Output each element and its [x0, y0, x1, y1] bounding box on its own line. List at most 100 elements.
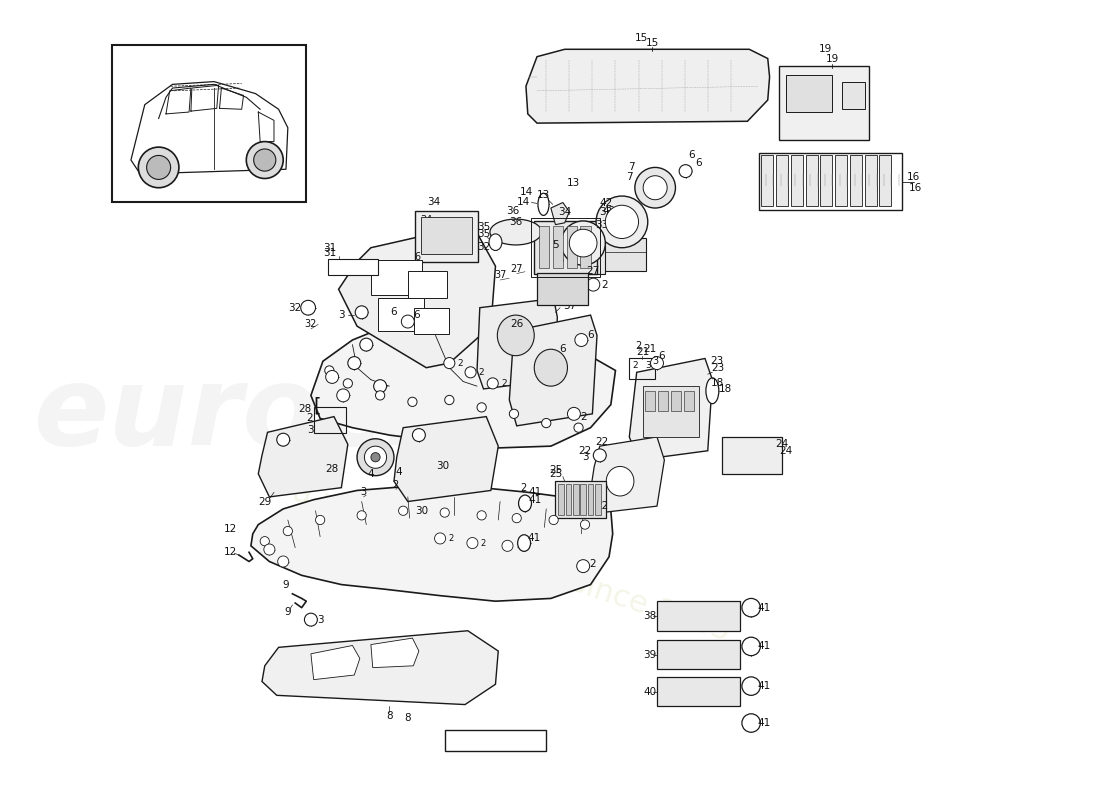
Bar	[561, 230, 605, 274]
Bar	[645, 390, 656, 411]
Ellipse shape	[440, 508, 449, 518]
Text: 41: 41	[528, 487, 542, 498]
Text: 10  32: 10 32	[330, 262, 359, 271]
Bar	[552, 226, 563, 268]
Ellipse shape	[574, 423, 583, 432]
Ellipse shape	[300, 300, 316, 315]
Ellipse shape	[477, 402, 486, 412]
Text: 12: 12	[224, 547, 238, 558]
Ellipse shape	[497, 315, 535, 356]
Text: 2: 2	[636, 342, 641, 351]
Text: 6: 6	[390, 307, 397, 318]
Text: 34: 34	[427, 198, 440, 207]
Text: 2: 2	[307, 414, 314, 423]
Ellipse shape	[374, 380, 386, 393]
Bar	[371, 260, 421, 294]
Text: 2: 2	[500, 379, 507, 388]
Ellipse shape	[316, 515, 324, 525]
Text: 21: 21	[637, 347, 650, 357]
Bar	[415, 211, 478, 262]
Ellipse shape	[706, 378, 718, 404]
Text: 4: 4	[367, 469, 374, 479]
Text: 2 - 21: 2 - 21	[480, 735, 512, 746]
Polygon shape	[394, 417, 498, 502]
Polygon shape	[591, 437, 664, 513]
Ellipse shape	[741, 714, 760, 732]
Ellipse shape	[264, 544, 275, 555]
Bar	[658, 390, 668, 411]
Ellipse shape	[146, 155, 170, 179]
Ellipse shape	[518, 534, 530, 551]
Text: 2: 2	[449, 534, 454, 543]
Text: 2: 2	[632, 362, 638, 370]
Bar	[537, 273, 587, 305]
Ellipse shape	[358, 438, 394, 476]
Ellipse shape	[538, 194, 549, 215]
Text: 40: 40	[644, 686, 657, 697]
Text: 30: 30	[437, 462, 450, 471]
Bar	[565, 484, 571, 515]
Text: 2: 2	[590, 559, 596, 570]
Text: 29: 29	[258, 497, 272, 506]
Text: 23: 23	[711, 356, 724, 366]
Bar	[761, 155, 773, 206]
Text: 3: 3	[317, 614, 323, 625]
Text: 27: 27	[586, 266, 600, 276]
Ellipse shape	[635, 167, 675, 208]
Ellipse shape	[593, 449, 606, 462]
Bar	[879, 155, 891, 206]
Polygon shape	[262, 630, 498, 705]
Text: 13: 13	[568, 178, 581, 188]
Text: 24: 24	[780, 446, 793, 456]
Bar	[657, 601, 740, 630]
Bar	[444, 730, 547, 750]
Bar	[722, 437, 782, 474]
Text: 25: 25	[549, 469, 562, 479]
Text: 30: 30	[415, 506, 428, 516]
Text: [: [	[314, 396, 321, 415]
Ellipse shape	[355, 306, 368, 318]
Ellipse shape	[343, 378, 352, 388]
Ellipse shape	[487, 378, 498, 389]
Text: 41: 41	[758, 718, 771, 728]
Text: 9: 9	[283, 579, 289, 590]
Text: 2: 2	[478, 368, 484, 377]
Text: 14: 14	[517, 197, 530, 206]
Polygon shape	[339, 225, 495, 368]
Text: 7: 7	[628, 162, 635, 173]
Ellipse shape	[587, 278, 600, 291]
Ellipse shape	[535, 350, 568, 386]
Text: 24: 24	[776, 439, 789, 450]
Text: 12: 12	[224, 524, 238, 534]
Text: 39: 39	[644, 650, 657, 660]
Text: 10: 10	[448, 234, 461, 243]
Ellipse shape	[246, 142, 283, 178]
Bar	[535, 221, 597, 274]
Text: 32: 32	[288, 302, 301, 313]
Text: 19: 19	[826, 54, 839, 65]
Text: 22: 22	[595, 501, 608, 511]
Polygon shape	[251, 485, 613, 601]
Text: 3: 3	[582, 452, 588, 462]
Text: 28: 28	[298, 404, 311, 414]
Bar	[629, 358, 656, 378]
Polygon shape	[629, 358, 713, 460]
Bar	[644, 386, 698, 437]
Ellipse shape	[443, 358, 455, 369]
Ellipse shape	[541, 418, 551, 428]
Bar	[581, 484, 586, 515]
Text: 34: 34	[558, 206, 571, 217]
Bar	[112, 45, 306, 202]
Ellipse shape	[644, 176, 667, 200]
Ellipse shape	[549, 515, 558, 525]
Text: 21: 21	[644, 344, 657, 354]
Text: 2: 2	[481, 538, 486, 547]
Text: 16: 16	[906, 172, 921, 182]
Ellipse shape	[477, 510, 486, 520]
Ellipse shape	[466, 538, 478, 549]
Ellipse shape	[490, 219, 541, 245]
Bar	[777, 155, 788, 206]
Ellipse shape	[561, 221, 605, 266]
Text: 3: 3	[338, 310, 344, 320]
Ellipse shape	[568, 407, 581, 420]
